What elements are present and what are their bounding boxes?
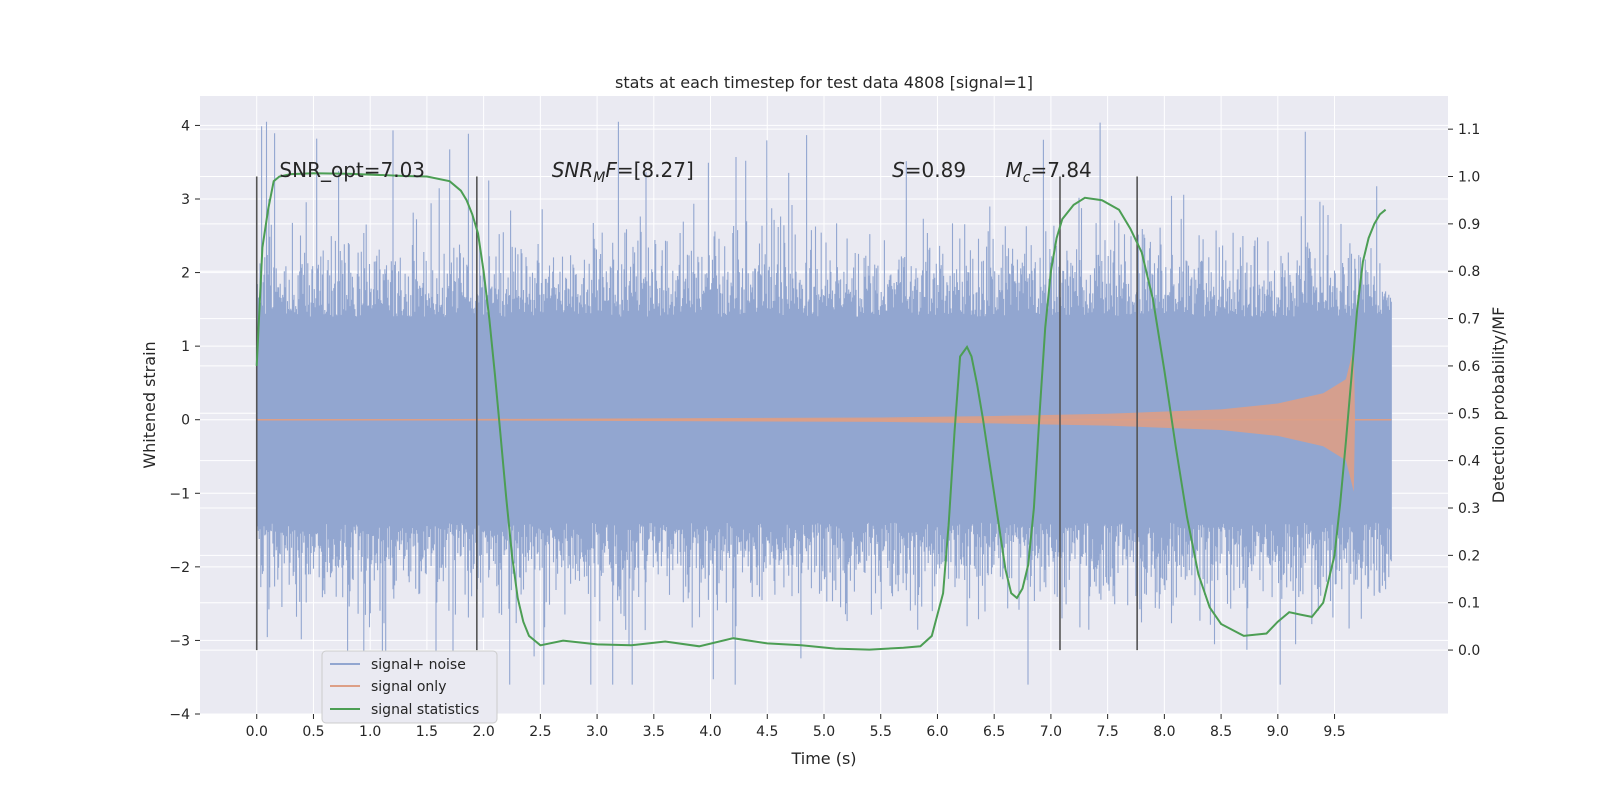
y-axis-label: Whitened strain: [140, 341, 159, 468]
y-tick-label-2: −2: [169, 560, 190, 576]
annotation-1-sub: M: [593, 170, 605, 186]
legend: signal+ noise signal only signal statist…: [321, 650, 498, 724]
annotation-3: Mc=7.84: [1006, 158, 1092, 186]
y-right-tick-label-3: 0.3: [1458, 501, 1480, 517]
y-tick-label-6: 2: [181, 266, 190, 282]
x-tick-label-11: 5.5: [870, 724, 892, 740]
annotation-1-value: =[8.27]: [617, 158, 694, 182]
x-tick-label-2: 1.0: [359, 724, 381, 740]
y-tick-label-5: 1: [181, 339, 190, 355]
y-right-tick-label-7: 0.7: [1458, 312, 1480, 328]
y-tick-label-4: 0: [181, 413, 190, 429]
y-right-tick-label-11: 1.1: [1458, 122, 1480, 138]
annotation-1: SNRMF=[8.27]: [552, 158, 694, 186]
x-tick-label-5: 2.5: [529, 724, 551, 740]
legend-box: [321, 650, 498, 724]
annotation-2-value: =0.89: [905, 158, 966, 182]
statistics-line: [255, 172, 1387, 651]
x-tick-label-14: 7.0: [1040, 724, 1062, 740]
y-right-tick-label-6: 0.6: [1458, 359, 1480, 375]
x-tick-label-1: 0.5: [302, 724, 324, 740]
x-tick-label-0: 0.0: [246, 724, 268, 740]
y-tick-label-3: −1: [169, 486, 190, 502]
y-right-tick-label-9: 0.9: [1458, 217, 1480, 233]
y-right-tick-label-0: 0.0: [1458, 643, 1480, 659]
y-tick-label-0: −4: [169, 707, 190, 723]
annotation-1-var2: F: [605, 158, 617, 182]
annotation-2: S=0.89: [892, 158, 966, 182]
y-right-tick-label-8: 0.8: [1458, 264, 1480, 280]
x-tick-label-19: 9.5: [1323, 724, 1345, 740]
annotation-1-var: SNR: [552, 158, 594, 182]
annotations: SNR_opt=7.03 SNRMF=[8.27] S=0.89 Mc=7.84: [279, 158, 1091, 186]
x-axis-label: Time (s): [790, 749, 856, 768]
annotation-0: SNR_opt=7.03: [279, 158, 425, 182]
y-axis-right-ticks: 0.0 0.1 0.2 0.3 0.4 0.5 0.6 0.7 0.8 0.9 1.0 1.1: [1448, 122, 1480, 659]
x-tick-label-7: 3.5: [643, 724, 665, 740]
x-tick-label-17: 8.5: [1210, 724, 1232, 740]
series-signal-statistics: [255, 172, 1387, 651]
x-tick-label-15: 7.5: [1097, 724, 1119, 740]
annotation-0-text: SNR_opt=7.03: [279, 158, 425, 182]
x-tick-label-16: 8.0: [1153, 724, 1175, 740]
annotation-2-var: S: [892, 158, 905, 182]
y-right-tick-label-1: 0.1: [1458, 596, 1480, 612]
annotation-3-sub: c: [1023, 170, 1031, 186]
vertical-markers: [255, 176, 1138, 651]
x-tick-label-10: 5.0: [813, 724, 835, 740]
x-tick-label-8: 4.0: [699, 724, 721, 740]
y-right-tick-label-5: 0.5: [1458, 406, 1480, 422]
legend-entry-signal-plus-noise: signal+ noise: [371, 657, 466, 673]
y-tick-label-8: 4: [181, 118, 190, 134]
y-axis-ticks: −4 −3 −2 −1 0 1 2 3 4: [169, 118, 200, 723]
y-axis-right-label: Detection probability/MF: [1489, 307, 1508, 504]
series-signal-only: [256, 347, 1392, 492]
x-tick-label-18: 9.0: [1267, 724, 1289, 740]
y-tick-label-7: 3: [181, 192, 190, 208]
chart-title: stats at each timestep for test data 480…: [615, 73, 1033, 92]
x-tick-label-3: 1.5: [416, 724, 438, 740]
annotation-3-value: =7.84: [1030, 158, 1091, 182]
x-axis-ticks: 0.0 0.5 1.0 1.5 2.0 2.5 3.0 3.5 4.0 4.5 5.0 5.5 6.0 6…: [246, 714, 1346, 740]
annotation-3-var: M: [1006, 158, 1023, 182]
x-tick-label-13: 6.5: [983, 724, 1005, 740]
legend-entry-signal-only: signal only: [371, 679, 446, 695]
x-tick-label-12: 6.0: [926, 724, 948, 740]
y-tick-label-1: −3: [169, 633, 190, 649]
y-right-tick-label-4: 0.4: [1458, 454, 1480, 470]
legend-entry-signal-statistics: signal statistics: [371, 702, 479, 718]
y-right-tick-label-2: 0.2: [1458, 548, 1480, 564]
x-tick-label-9: 4.5: [756, 724, 778, 740]
y-right-tick-label-10: 1.0: [1458, 170, 1480, 186]
x-tick-label-6: 3.0: [586, 724, 608, 740]
x-tick-label-4: 2.0: [473, 724, 495, 740]
